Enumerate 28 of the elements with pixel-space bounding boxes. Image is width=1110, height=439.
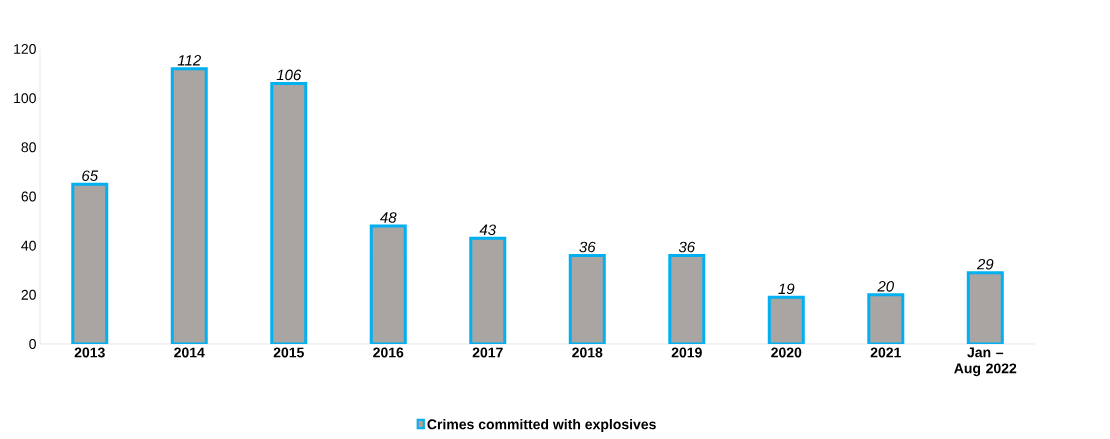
data-label: 106 xyxy=(276,69,302,81)
x-tick-label: Jan – Aug 2022 xyxy=(954,347,1017,377)
legend-label: Crimes committed with explosives xyxy=(427,419,656,433)
data-label: 20 xyxy=(877,281,894,292)
y-tick-label: 20 xyxy=(21,289,36,300)
x-tick-label: 2017 xyxy=(472,347,503,358)
x-tick-label: 2021 xyxy=(870,347,901,358)
x-tick-label: 2019 xyxy=(671,347,702,358)
data-label: 112 xyxy=(177,54,201,66)
x-tick-label: 2020 xyxy=(771,347,802,358)
data-label: 36 xyxy=(579,241,596,253)
data-label: 48 xyxy=(380,212,397,223)
y-tick-label: 40 xyxy=(21,240,36,251)
data-label: 36 xyxy=(678,241,696,253)
x-tick-label: 2015 xyxy=(273,347,304,358)
y-tick-label: 80 xyxy=(21,142,36,153)
y-tick-label: 60 xyxy=(21,191,36,202)
x-tick-label: 2018 xyxy=(572,347,603,358)
y-tick-label: 120 xyxy=(14,44,36,54)
data-label: 29 xyxy=(976,258,994,270)
y-tick-label: 0 xyxy=(29,339,36,349)
x-tick-label: 2013 xyxy=(74,347,105,358)
data-label: 19 xyxy=(778,283,795,295)
data-label: 43 xyxy=(479,224,496,236)
data-label: 65 xyxy=(82,170,99,181)
y-tick-label: 100 xyxy=(14,93,36,104)
x-tick-label: 2016 xyxy=(373,347,404,358)
x-tick-label: 2014 xyxy=(174,347,205,358)
